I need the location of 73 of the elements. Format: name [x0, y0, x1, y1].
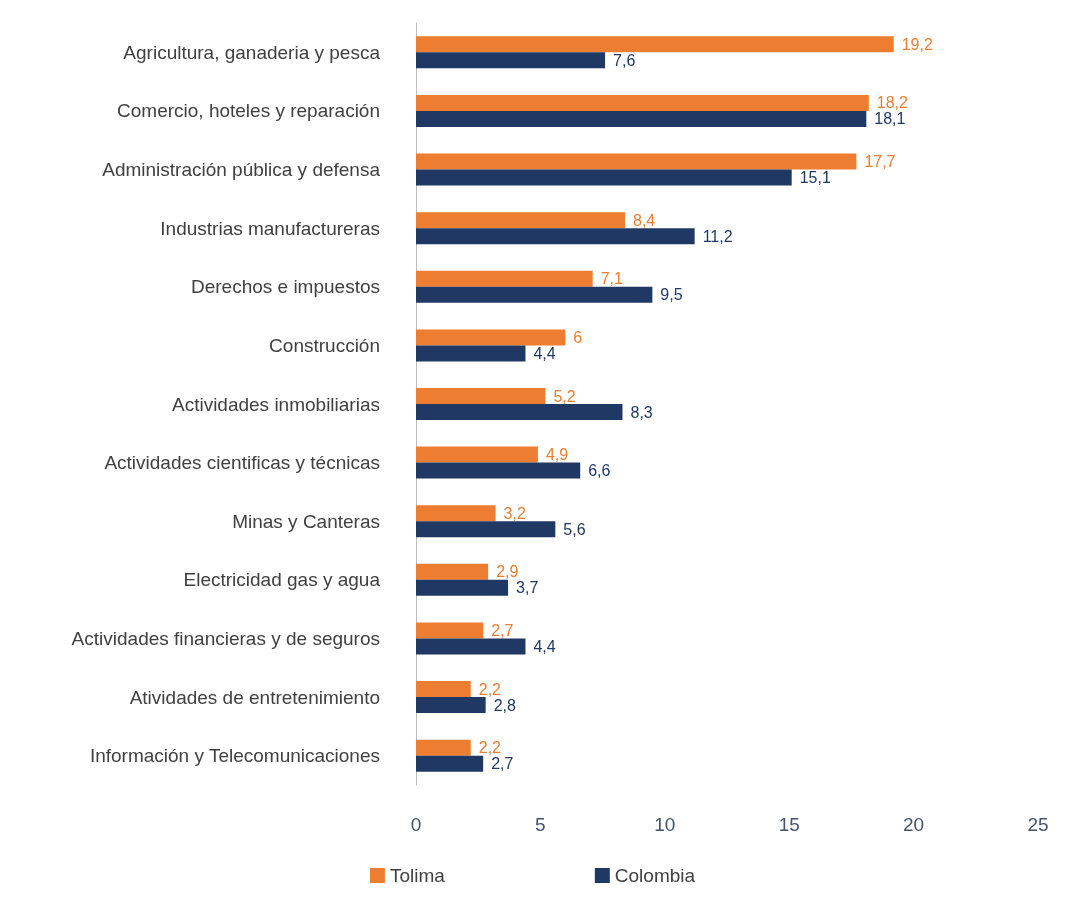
bar	[416, 169, 792, 186]
data-label: 5,2	[553, 387, 576, 405]
bar	[416, 563, 489, 580]
bar	[416, 329, 566, 346]
y-tick-label: Industrias manufactureras	[160, 217, 380, 239]
data-label: 6,6	[588, 462, 611, 480]
data-label: 17,7	[864, 153, 896, 171]
data-label: 2,2	[478, 739, 502, 757]
legend-label: Colombia	[614, 865, 696, 886]
bar	[416, 404, 623, 420]
bar	[416, 153, 857, 170]
y-tick-label: Administración pública y defensa	[102, 159, 381, 181]
data-label: 2,8	[493, 696, 517, 714]
bar	[416, 110, 867, 127]
y-tick-label: Actividades financieras y de seguros	[71, 627, 380, 649]
x-tick-label: 0	[410, 814, 422, 835]
y-tick-label: Actividades inmobiliarias	[171, 393, 380, 415]
data-label: 6	[573, 328, 583, 346]
data-label: 7,1	[600, 270, 623, 288]
y-tick-label: Minas y Canteras	[232, 510, 380, 532]
bar	[416, 36, 894, 53]
data-label: 8,3	[630, 403, 653, 421]
data-label: 18,1	[874, 110, 906, 128]
data-label: 2,7	[491, 621, 514, 639]
data-label: 11,2	[702, 227, 733, 245]
bar	[416, 94, 869, 111]
y-tick-label: Comercio, hoteles y reparación	[117, 100, 380, 122]
data-label: 4,4	[533, 637, 556, 655]
x-tick-label: 5	[535, 814, 546, 835]
data-label: 4,4	[533, 344, 556, 362]
y-tick-label: Agricultura, ganaderia y pesca	[123, 41, 381, 63]
bar	[416, 638, 526, 655]
legend-label: Tolima	[389, 865, 446, 886]
bar	[416, 212, 625, 229]
x-tick-label: 25	[1027, 814, 1049, 835]
y-tick-label: Electricidad gas y agua	[183, 569, 381, 591]
data-label: 19,2	[901, 35, 933, 53]
data-label: 2,2	[478, 680, 502, 698]
bar	[416, 579, 509, 596]
x-tick-label: 20	[903, 814, 925, 835]
y-tick-label: Construcción	[269, 334, 380, 356]
bar	[416, 681, 471, 698]
y-tick-label: Información y Telecomunicaciones	[89, 745, 380, 767]
x-tick-label: 15	[778, 814, 800, 835]
x-tick-label: 10	[654, 814, 676, 835]
data-label: 2,9	[496, 563, 519, 581]
bar	[416, 505, 496, 522]
data-label: 15,1	[799, 169, 831, 187]
data-label: 8,4	[632, 211, 656, 229]
bar	[416, 446, 538, 463]
bar	[416, 697, 486, 714]
bar	[416, 739, 471, 756]
data-label: 3,2	[503, 504, 526, 522]
bar	[416, 228, 695, 245]
bar	[416, 270, 593, 287]
bar	[416, 521, 556, 538]
bar	[416, 462, 581, 479]
data-label: 2,7	[491, 755, 514, 773]
data-label: 3,7	[516, 579, 539, 597]
bar	[416, 345, 526, 362]
bar	[416, 622, 484, 639]
bar	[416, 755, 484, 772]
data-label: 7,6	[613, 51, 636, 69]
data-label: 4,9	[545, 446, 569, 464]
y-tick-label: Derechos e impuestos	[190, 276, 380, 298]
data-label: 5,6	[563, 520, 586, 538]
data-label: 9,5	[660, 286, 683, 304]
bar	[416, 52, 606, 69]
bar	[416, 286, 653, 303]
bar	[416, 388, 546, 404]
y-tick-label: Actividades cientificas y técnicas	[104, 452, 380, 474]
data-label: 18,2	[876, 94, 909, 112]
y-tick-label: Atividades de entretenimiento	[129, 686, 380, 708]
